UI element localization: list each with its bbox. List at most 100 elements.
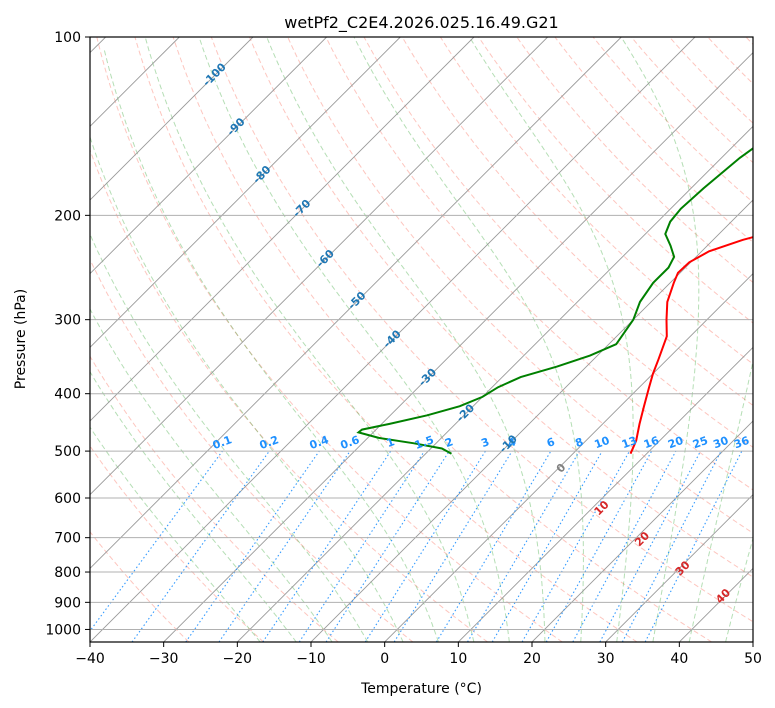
- dry-adiabat-line: [210, 37, 753, 623]
- dry-adiabat-line: [90, 531, 190, 642]
- isotherm-line: [163, 52, 753, 642]
- isotherm-line: [90, 37, 622, 569]
- isotherm-line: [90, 37, 254, 201]
- dry-adiabat-line: [90, 148, 488, 642]
- y-tick-label: 300: [54, 313, 81, 329]
- x-tick-label: 30: [597, 651, 615, 667]
- dry-adiabat-line: [592, 37, 753, 203]
- y-tick-label: 500: [54, 444, 81, 460]
- background-lines: [90, 37, 753, 642]
- mixing-ratio-label: 3: [479, 435, 491, 450]
- isotherm-line: [90, 37, 696, 642]
- dry-adiabat-line: [287, 37, 753, 534]
- mixing-ratio-labels: 0.1 0.2 0.4 0.6 1 1.5 2 3 4 6 8 10 13 16 20 25 30 36: [211, 433, 751, 452]
- isotherm-line: [237, 125, 753, 642]
- y-tick-label: 1000: [45, 622, 81, 638]
- mixing-ratio-label: 20: [666, 434, 685, 452]
- x-tick-label: −40: [75, 651, 105, 667]
- x-axis-ticks: −40 −30 −20 −10 0 10 20 30 40 50: [75, 642, 762, 667]
- mixing-ratio-label: 1.5: [413, 433, 436, 452]
- dry-adiabat-line: [363, 37, 753, 448]
- moist-adiabat-line: [90, 135, 404, 642]
- mixing-ratio-label: 0.1: [211, 433, 234, 452]
- dry-adiabat-line: [90, 355, 339, 642]
- x-tick-label: −30: [149, 651, 179, 667]
- mixing-ratio-line: [467, 450, 580, 642]
- isotherm-line: [605, 494, 753, 642]
- plot-frame: [89, 36, 754, 643]
- dry-adiabat-line: [325, 37, 753, 491]
- moist-adiabat-line: [144, 37, 475, 642]
- mixing-ratio-label: 0.4: [308, 433, 331, 452]
- mixing-ratio-label: 0.2: [258, 433, 281, 452]
- mixing-ratio-label: 4: [506, 435, 518, 450]
- y-tick-label: 700: [54, 531, 81, 547]
- profile-series: [356, 147, 753, 455]
- dewpoint-line: [356, 147, 753, 455]
- dry-adiabat-line: [90, 258, 414, 642]
- isotherm-line: [90, 37, 401, 348]
- mixing-ratio-label: 2: [443, 435, 455, 450]
- chart-title: wetPf2_C2E4.2026.025.16.49.G21: [284, 13, 558, 33]
- moist-adiabat-line: [103, 49, 439, 642]
- y-tick-label: 900: [54, 595, 81, 611]
- x-tick-label: −10: [296, 651, 326, 667]
- dry-adiabat-line: [96, 37, 563, 642]
- moist-adiabat-line: [266, 37, 546, 642]
- mixing-ratio-label: 8: [573, 435, 585, 450]
- moist-adiabat-line: [198, 37, 510, 642]
- mixing-ratio-line: [521, 450, 630, 642]
- isotherm-line: [310, 199, 753, 642]
- mixing-ratio-label: 10: [593, 434, 612, 452]
- mixing-ratio-line: [185, 450, 320, 642]
- dry-adiabat-line: [478, 37, 753, 324]
- moist-adiabat-line: [90, 426, 261, 642]
- y-tick-label: 200: [54, 208, 81, 224]
- isotherm-line: [384, 273, 753, 642]
- mixing-ratio-line: [491, 450, 603, 642]
- mixing-ratio-label: 6: [545, 435, 557, 450]
- mixing-ratio-label: 25: [691, 434, 710, 451]
- mixing-ratio-line: [393, 450, 513, 642]
- isotherm-line: [90, 37, 548, 496]
- x-tick-label: 40: [670, 651, 688, 667]
- x-tick-label: 50: [744, 651, 762, 667]
- y-tick-label: 800: [54, 565, 81, 581]
- isotherm-line: [458, 346, 753, 642]
- mixing-ratio-label: 13: [620, 434, 639, 451]
- mixing-ratio-label: 1: [385, 435, 397, 450]
- y-tick-label: 600: [54, 491, 81, 507]
- y-tick-label: 400: [54, 387, 81, 403]
- moist-adiabat-line: [90, 308, 333, 642]
- dry-adiabat-line: [134, 37, 638, 642]
- isotherm-line: [90, 37, 475, 422]
- x-axis-label: Temperature (°C): [360, 681, 482, 697]
- mixing-ratio-line: [325, 450, 450, 642]
- isotherm-line: [90, 37, 327, 275]
- y-tick-label: 100: [54, 30, 81, 46]
- mixing-ratio-line: [435, 450, 552, 642]
- x-tick-label: 20: [523, 651, 541, 667]
- dry-adiabat-line: [516, 37, 753, 284]
- moist-adiabat-line: [688, 358, 753, 642]
- dry-adiabat-line: [401, 37, 753, 406]
- x-tick-label: 10: [449, 651, 467, 667]
- mixing-ratio-label: 36: [732, 434, 751, 452]
- moist-adiabat-line: [725, 536, 753, 642]
- mixing-ratio-label: 16: [642, 434, 661, 452]
- x-tick-label: 0: [380, 651, 389, 667]
- x-tick-label: −20: [223, 651, 253, 667]
- pressure-gridlines: [90, 37, 753, 630]
- mixing-ratio-label: 0.6: [339, 433, 362, 452]
- moist-adiabat-line: [620, 37, 700, 642]
- mixing-ratio-line: [572, 450, 677, 642]
- y-axis-label: Pressure (hPa): [13, 289, 29, 389]
- mixing-ratio-label: 30: [711, 434, 730, 452]
- mixing-ratio-line: [218, 450, 351, 642]
- dry-adiabat-line: [172, 37, 712, 642]
- mixing-ratio-line: [364, 450, 486, 642]
- isotherm-line: [531, 420, 753, 642]
- mixing-ratio-line: [545, 450, 653, 642]
